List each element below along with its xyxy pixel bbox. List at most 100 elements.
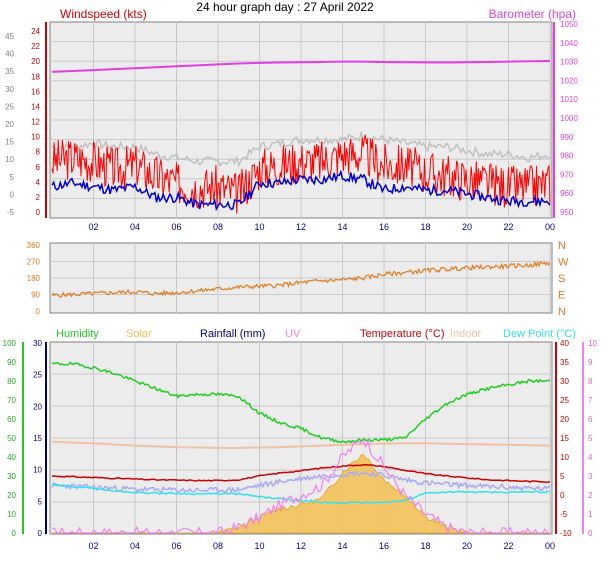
windspeed-line bbox=[51, 134, 551, 214]
barometer-tick-label: 1010 bbox=[560, 95, 578, 104]
winddir-tick-label: 360 bbox=[27, 241, 41, 250]
x-tick-label: 06 bbox=[171, 541, 181, 551]
windspeed-tick-label: 10 bbox=[31, 133, 40, 142]
uv-tick-label: 9 bbox=[588, 358, 593, 367]
barometer-line bbox=[51, 60, 551, 73]
windspeed-tick-label: 24 bbox=[31, 27, 40, 36]
humidity-tick-label: 0 bbox=[12, 529, 17, 538]
uv-tick-label: 5 bbox=[588, 434, 593, 443]
humidity-line bbox=[51, 361, 551, 444]
humidity-tick-label: 80 bbox=[7, 377, 16, 386]
wind-outer-tick-label: 25 bbox=[5, 102, 14, 111]
uv-tick-label: 7 bbox=[588, 396, 593, 405]
wind-outer-tick-label: 15 bbox=[5, 138, 14, 147]
x-tick-label: 12 bbox=[296, 541, 306, 551]
uv-tick-label: 1 bbox=[588, 510, 593, 519]
uv-tick-label: 0 bbox=[588, 529, 593, 538]
humidity-tick-label: 70 bbox=[7, 396, 16, 405]
rainfall-tick-label: 0 bbox=[38, 529, 43, 538]
uv-tick-label: 2 bbox=[588, 491, 593, 500]
temperature-tick-label: -10 bbox=[560, 529, 572, 538]
windspeed-label: Windspeed (kts) bbox=[60, 7, 147, 21]
windspeed-tick-label: 12 bbox=[31, 118, 40, 127]
compass-label: W bbox=[558, 257, 569, 269]
barometer-tick-label: 970 bbox=[560, 170, 574, 179]
wind-outer-tick-label: 20 bbox=[5, 120, 14, 129]
x-tick-label: 08 bbox=[213, 541, 223, 551]
rainfall-tick-label: 30 bbox=[33, 339, 42, 348]
temperature-tick-label: 25 bbox=[560, 396, 569, 405]
legend-entry: Solar bbox=[126, 328, 152, 340]
x-tick-label: 06 bbox=[171, 222, 181, 232]
panel-1-x-labels: 02 04 06 08 10 12 14 16 18 20 22 00 bbox=[88, 222, 555, 232]
legend-entry: UV bbox=[285, 328, 301, 340]
x-tick-label: 04 bbox=[130, 541, 140, 551]
compass-label: S bbox=[558, 273, 565, 285]
humidity-tick-label: 50 bbox=[7, 434, 16, 443]
x-tick-label: 02 bbox=[88, 222, 98, 232]
windspeed-tick-label: 18 bbox=[31, 72, 40, 81]
wind-outer-tick-label: 5 bbox=[10, 173, 15, 182]
winddir-line bbox=[51, 260, 551, 298]
x-tick-label: 16 bbox=[379, 222, 389, 232]
humidity-tick-label: 90 bbox=[7, 358, 16, 367]
compass-label: E bbox=[558, 290, 565, 302]
windspeed-tick-label: 22 bbox=[31, 42, 40, 51]
temperature-tick-label: 35 bbox=[560, 358, 569, 367]
wind-outer-tick-label: 40 bbox=[5, 50, 14, 59]
temperature-tick-label: 20 bbox=[560, 415, 569, 424]
temperature-tick-label: 30 bbox=[560, 377, 569, 386]
barometer-tick-label: 1020 bbox=[560, 76, 578, 85]
windspeed-tick-label: 0 bbox=[36, 208, 41, 217]
temperature-tick-label: 0 bbox=[560, 491, 565, 500]
wind-outer-tick-label: 30 bbox=[5, 85, 14, 94]
panel-3-legend: Humidity Solar Rainfall (mm) UV Temperature … bbox=[56, 328, 576, 340]
x-tick-label: 14 bbox=[337, 541, 347, 551]
barometer-tick-label: 960 bbox=[560, 189, 574, 198]
temperature-tick-label: 10 bbox=[560, 453, 569, 462]
legend-entry: Humidity bbox=[56, 328, 99, 340]
wind-outer-tick-label: 0 bbox=[10, 190, 15, 199]
winddir-tick-label: 0 bbox=[36, 307, 41, 316]
humidity-tick-label: 10 bbox=[7, 510, 16, 519]
barometer-tick-label: 1030 bbox=[560, 58, 578, 67]
panel-2-grid bbox=[50, 243, 552, 313]
barometer-tick-label: 1050 bbox=[560, 20, 578, 29]
uv-tick-label: 8 bbox=[588, 377, 593, 386]
rainfall-tick-label: 5 bbox=[38, 497, 43, 506]
legend-entry: Dew Point (°C) bbox=[503, 328, 576, 340]
graph-title: 24 hour graph day : 27 April 2022 bbox=[196, 0, 374, 14]
compass-label: N bbox=[558, 306, 566, 318]
x-tick-label: 22 bbox=[503, 541, 513, 551]
panel-1-series bbox=[51, 60, 551, 214]
winddir-tick-label: 90 bbox=[31, 291, 40, 300]
panel-2-series bbox=[51, 260, 551, 298]
humidity-tick-label: 100 bbox=[3, 339, 17, 348]
uv-tick-label: 3 bbox=[588, 472, 593, 481]
x-tick-label: 22 bbox=[503, 222, 513, 232]
legend-entry: Indoor bbox=[450, 328, 482, 340]
windgust-line bbox=[51, 130, 551, 168]
barometer-tick-label: 980 bbox=[560, 152, 574, 161]
uv-tick-label: 6 bbox=[588, 415, 593, 424]
temperature-tick-label: 5 bbox=[560, 472, 565, 481]
apparent-temp-line bbox=[51, 470, 551, 494]
rainfall-tick-label: 25 bbox=[33, 371, 42, 380]
x-tick-label: 00 bbox=[545, 541, 555, 551]
x-tick-label: 02 bbox=[88, 541, 98, 551]
uv-tick-label: 10 bbox=[588, 339, 597, 348]
x-tick-label: 00 bbox=[545, 222, 555, 232]
x-tick-label: 04 bbox=[130, 222, 140, 232]
x-tick-label: 10 bbox=[254, 222, 264, 232]
windspeed-tick-label: 20 bbox=[31, 57, 40, 66]
temperature-tick-label: 15 bbox=[560, 434, 569, 443]
humidity-tick-label: 40 bbox=[7, 453, 16, 462]
uv-line bbox=[51, 438, 551, 535]
windspeed-tick-label: 6 bbox=[36, 163, 41, 172]
windspeed-tick-label: 2 bbox=[36, 193, 41, 202]
solar-area bbox=[52, 453, 550, 534]
barometer-tick-label: 1000 bbox=[560, 114, 578, 123]
x-tick-label: 08 bbox=[213, 222, 223, 232]
temperature-line bbox=[51, 463, 551, 483]
